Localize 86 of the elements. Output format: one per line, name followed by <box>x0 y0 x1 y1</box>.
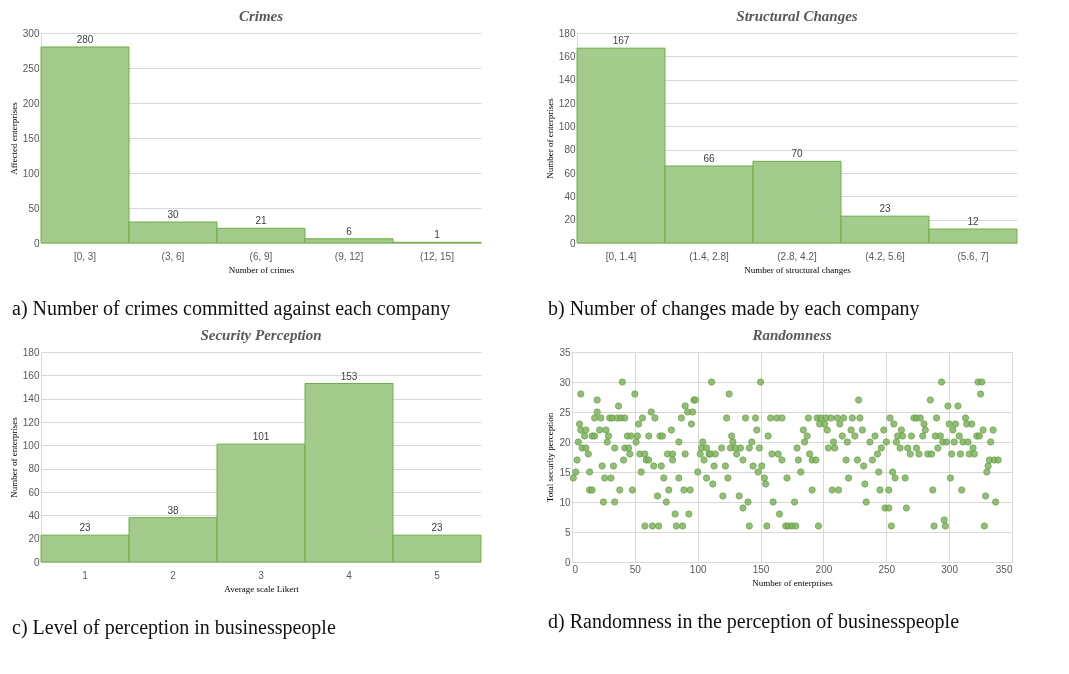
x-tick-label: (2.8, 4.2] <box>777 250 817 262</box>
x-tick-label: 350 <box>995 563 1013 575</box>
x-axis-title: Number of crimes <box>228 264 295 275</box>
y-axis-title: Total security perception <box>545 412 556 503</box>
x-tick-label: (1.4, 2.8] <box>689 250 729 262</box>
x-tick-label: 250 <box>878 563 896 575</box>
x-axis-title: Average scale Likert <box>224 583 300 594</box>
text: a) Number of crimes committed against each company <box>11 297 452 319</box>
x-tick-label: [0, 3] <box>73 250 97 262</box>
y-tick-label: 25 <box>559 406 571 418</box>
chart-title: Security Perception <box>200 327 322 343</box>
y-tick-label: 0 <box>33 237 40 249</box>
text: b) Number of changes made by each company <box>547 297 921 319</box>
data-label: 167 <box>612 35 630 47</box>
x-tick-label: (6, 9] <box>249 250 273 262</box>
y-tick-label: 40 <box>564 190 576 202</box>
data-label: 1 <box>434 229 441 241</box>
y-tick-label: 20 <box>559 436 571 448</box>
chart-title: Crimes <box>238 8 284 24</box>
text: c) Level of perception in businesspeople <box>11 616 337 638</box>
x-tick-label: 300 <box>941 563 959 575</box>
y-tick-label: 140 <box>22 393 40 405</box>
x-tick-label: (12, 15] <box>420 250 455 262</box>
y-tick-label: 100 <box>558 120 576 132</box>
x-tick-label: (4.2, 5.6] <box>865 250 905 262</box>
data-label: 30 <box>167 209 179 220</box>
y-tick-label: 160 <box>22 369 40 381</box>
y-tick-label: 10 <box>559 496 571 508</box>
data-label: 23 <box>879 203 891 215</box>
x-tick-label: 200 <box>815 563 833 575</box>
data-label: 153 <box>340 370 358 382</box>
y-tick-label: 150 <box>22 132 40 144</box>
y-tick-label: 40 <box>28 509 40 521</box>
y-tick-label: 50 <box>28 202 40 214</box>
x-axis-title: Number of enterprises <box>752 577 834 588</box>
data-label: 21 <box>255 215 267 227</box>
y-tick-label: 80 <box>564 144 576 156</box>
y-tick-label: 5 <box>564 526 571 538</box>
y-tick-label: 0 <box>569 237 576 249</box>
y-tick-label: 100 <box>22 439 40 451</box>
data-label: 23 <box>79 522 91 534</box>
y-tick-label: 120 <box>558 97 576 109</box>
y-tick-label: 160 <box>558 50 576 62</box>
data-label: 70 <box>791 148 803 160</box>
y-tick-label: 60 <box>564 167 576 179</box>
chart-title: Structural Changes <box>736 8 858 24</box>
y-tick-label: 15 <box>559 466 571 478</box>
y-tick-label: 180 <box>558 27 576 39</box>
chart-title: Randomness <box>751 327 832 343</box>
y-tick-label: 100 <box>22 167 40 179</box>
data-label: 23 <box>431 522 443 534</box>
data-label: 6 <box>346 225 353 237</box>
x-tick-label: 5 <box>434 569 441 581</box>
y-axis-title: Affected enterprises <box>8 101 19 175</box>
x-tick-label: (5.6, 7] <box>957 250 989 262</box>
x-tick-label: 3 <box>258 569 265 581</box>
x-tick-label: 50 <box>629 563 642 575</box>
y-tick-label: 250 <box>22 62 40 74</box>
x-tick-label: 100 <box>689 563 707 575</box>
x-tick-label: (3, 6] <box>161 250 185 262</box>
y-tick-label: 30 <box>559 376 571 388</box>
y-tick-label: 180 <box>22 346 40 358</box>
y-axis-title: Number of enterprises <box>544 97 555 179</box>
data-label: 38 <box>167 504 179 516</box>
y-tick-label: 80 <box>28 463 40 475</box>
text: d) Randomness in the perception of businesspeople <box>547 610 961 632</box>
y-tick-label: 35 <box>559 346 571 358</box>
y-tick-label: 120 <box>22 416 40 428</box>
x-axis-title: Number of structural changes <box>744 264 852 275</box>
x-tick-label: (9, 12] <box>334 250 364 262</box>
y-axis-title: Number of enterprises <box>8 416 19 498</box>
x-tick-label: 150 <box>752 563 770 575</box>
y-tick-label: 140 <box>558 74 576 86</box>
x-tick-label: 2 <box>170 569 177 581</box>
data-label: 101 <box>252 431 270 443</box>
data-label: 280 <box>76 34 94 45</box>
data-label: 66 <box>703 153 715 164</box>
y-tick-label: 200 <box>22 97 40 109</box>
y-tick-label: 300 <box>22 27 40 39</box>
x-tick-label: 1 <box>82 569 89 581</box>
y-tick-label: 20 <box>564 214 576 226</box>
y-tick-label: 60 <box>28 486 40 498</box>
x-tick-label: 4 <box>346 569 353 581</box>
x-tick-label: [0, 1.4] <box>605 250 637 262</box>
data-label: 12 <box>967 216 979 227</box>
y-tick-label: 20 <box>28 533 40 545</box>
